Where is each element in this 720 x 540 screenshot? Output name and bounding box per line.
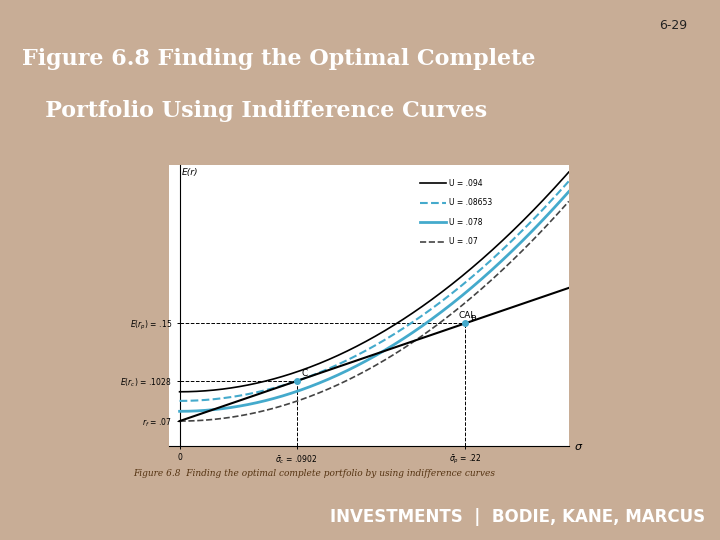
Text: Figure 6.8 Finding the Optimal Complete: Figure 6.8 Finding the Optimal Complete: [22, 48, 536, 70]
Text: C: C: [302, 369, 308, 378]
Text: P: P: [470, 315, 476, 324]
Text: INVESTMENTS  |  BODIE, KANE, MARCUS: INVESTMENTS | BODIE, KANE, MARCUS: [330, 508, 706, 526]
Text: 6-29: 6-29: [660, 19, 688, 32]
Text: U = .07: U = .07: [449, 237, 478, 246]
Text: CAL: CAL: [459, 310, 476, 320]
Text: Figure 6.8  Finding the optimal complete portfolio by using indifference curves: Figure 6.8 Finding the optimal complete …: [133, 469, 495, 477]
Text: E(r): E(r): [182, 168, 199, 177]
Text: U = .094: U = .094: [449, 179, 483, 187]
Text: Portfolio Using Indifference Curves: Portfolio Using Indifference Curves: [22, 100, 487, 122]
Text: U = .078: U = .078: [449, 218, 483, 227]
Text: $\sigma$: $\sigma$: [574, 442, 583, 452]
Text: U = .08653: U = .08653: [449, 198, 492, 207]
